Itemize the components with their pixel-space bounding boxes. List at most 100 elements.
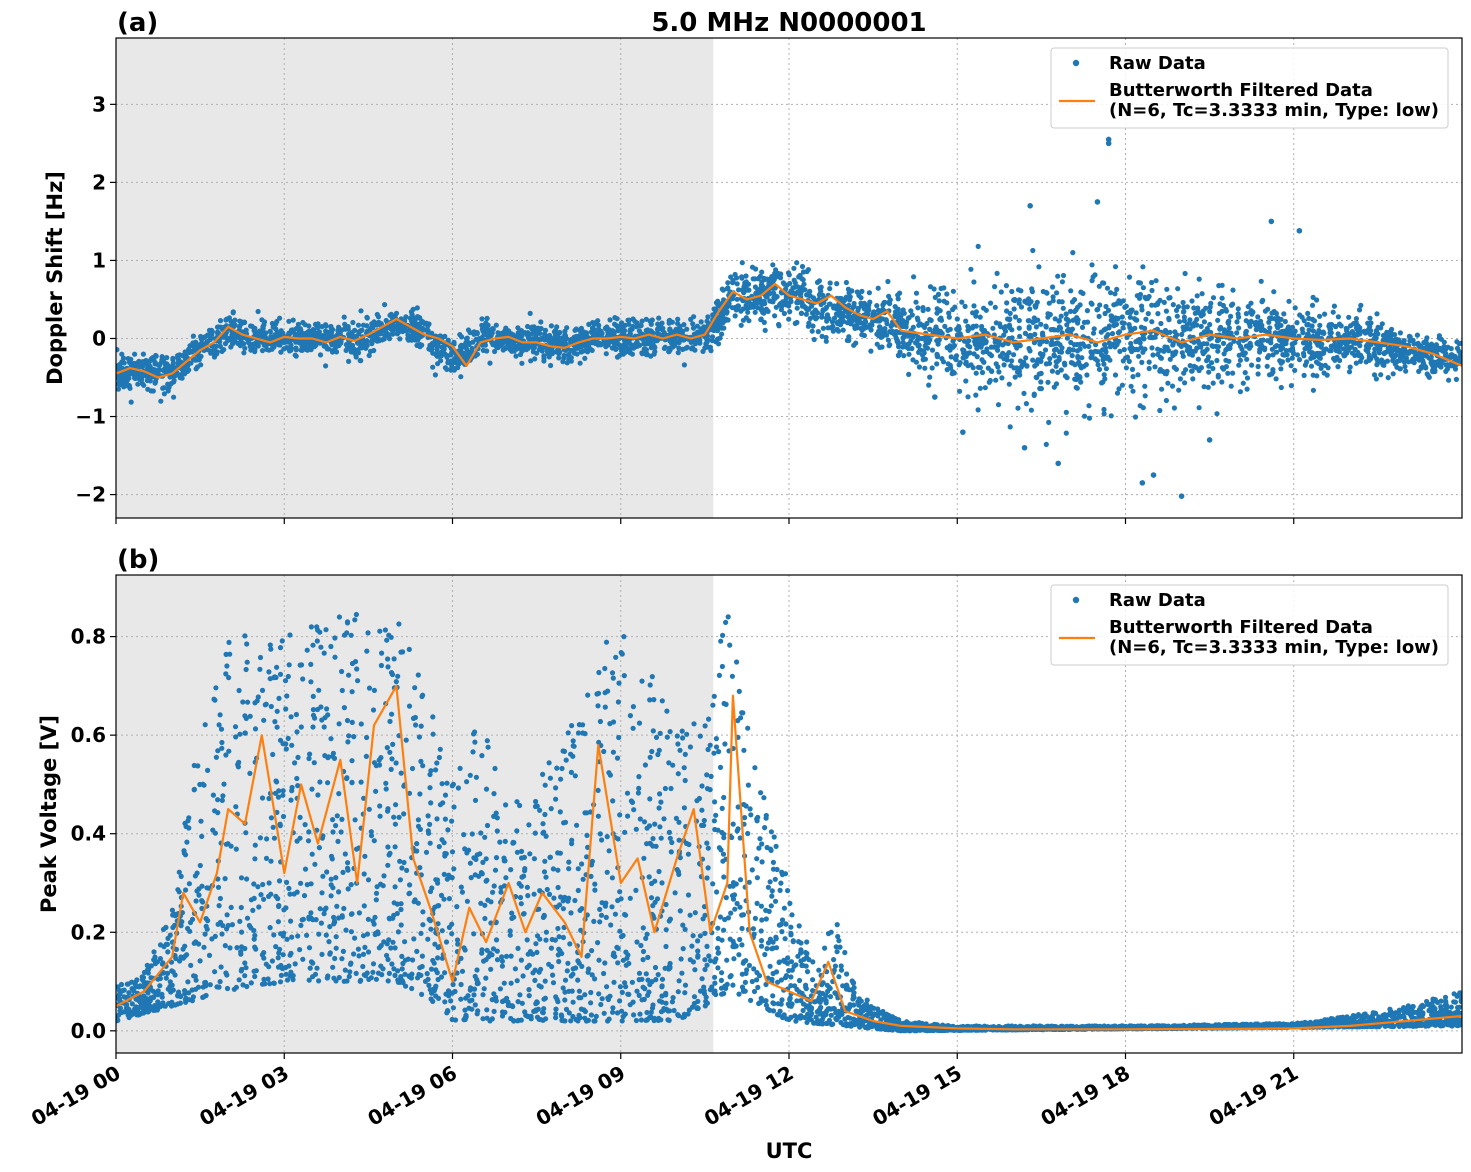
raw-data-point — [574, 333, 580, 339]
raw-data-point — [1189, 298, 1195, 304]
raw-data-point — [1244, 386, 1250, 392]
raw-data-point — [171, 394, 177, 400]
raw-data-point — [827, 280, 833, 286]
raw-data-point — [823, 334, 829, 341]
raw-data-point — [403, 737, 409, 743]
raw-data-point — [306, 945, 313, 951]
raw-data-point — [954, 326, 960, 332]
raw-data-point — [1018, 304, 1025, 310]
raw-data-point — [1384, 358, 1390, 364]
raw-data-point — [1075, 355, 1081, 361]
raw-data-point — [1285, 357, 1291, 363]
raw-data-point — [428, 966, 435, 972]
raw-data-point — [1017, 372, 1023, 378]
raw-data-point — [1203, 305, 1209, 311]
raw-data-point — [1086, 403, 1092, 409]
raw-data-point — [1034, 299, 1040, 305]
raw-data-point — [483, 786, 490, 792]
raw-data-point — [556, 340, 562, 347]
raw-data-point — [1077, 362, 1083, 368]
raw-data-point — [123, 373, 129, 379]
raw-data-point — [831, 315, 838, 321]
raw-data-point — [1347, 364, 1353, 370]
raw-data-point — [549, 351, 555, 357]
raw-data-point — [1260, 337, 1266, 343]
raw-data-point — [1248, 300, 1254, 306]
raw-data-point — [1166, 315, 1172, 321]
raw-data-point — [979, 369, 986, 376]
raw-data-point — [589, 338, 596, 345]
raw-data-point — [1086, 343, 1092, 349]
raw-data-point — [609, 904, 615, 910]
raw-data-point — [1059, 299, 1065, 305]
raw-data-point — [1266, 319, 1272, 325]
raw-data-point — [610, 1009, 616, 1015]
raw-data-point — [1207, 308, 1213, 315]
raw-data-point — [939, 356, 945, 362]
raw-data-point — [855, 308, 861, 314]
raw-data-point — [843, 279, 850, 286]
raw-data-point — [910, 334, 916, 340]
raw-data-point — [614, 316, 620, 322]
raw-data-point — [242, 345, 248, 351]
raw-data-point — [1368, 355, 1374, 362]
raw-data-point — [1452, 353, 1458, 360]
raw-data-point — [946, 310, 952, 316]
raw-data-point — [357, 357, 363, 364]
raw-data-point — [546, 354, 552, 360]
raw-data-point — [295, 321, 301, 327]
raw-data-point — [1225, 370, 1231, 376]
raw-data-point — [1228, 302, 1235, 308]
raw-data-point — [428, 347, 434, 353]
raw-data-point — [981, 305, 987, 311]
raw-data-point — [601, 1010, 607, 1016]
raw-data-point — [1032, 331, 1038, 337]
raw-data-point — [639, 318, 645, 324]
raw-data-point — [708, 348, 714, 354]
raw-data-point — [1015, 405, 1021, 411]
raw-data-point — [1062, 373, 1068, 379]
raw-data-point — [1108, 290, 1114, 296]
raw-data-point — [1107, 357, 1113, 363]
raw-data-point — [323, 363, 329, 369]
raw-data-point — [1155, 311, 1161, 317]
raw-data-point — [350, 319, 356, 326]
raw-data-point — [773, 934, 779, 940]
raw-data-point — [116, 386, 121, 392]
raw-data-point — [1265, 338, 1271, 344]
raw-data-point — [906, 333, 912, 339]
raw-data-point — [226, 748, 232, 754]
raw-data-point — [204, 339, 210, 345]
raw-data-point — [1226, 345, 1232, 352]
raw-data-point — [1170, 342, 1176, 348]
raw-data-point — [886, 299, 892, 305]
raw-data-point — [1033, 324, 1039, 330]
raw-data-point — [1385, 375, 1391, 381]
raw-data-point — [365, 916, 371, 922]
raw-data-point — [1300, 330, 1306, 336]
raw-data-point — [1438, 364, 1444, 370]
raw-data-point — [223, 317, 229, 323]
raw-data-point — [1215, 348, 1221, 354]
raw-data-point — [414, 305, 420, 311]
raw-data-point — [226, 639, 232, 646]
raw-data-point — [364, 343, 370, 349]
raw-data-point — [1091, 326, 1097, 332]
raw-data-point — [393, 760, 399, 766]
raw-data-point — [370, 334, 376, 340]
raw-data-point — [1021, 444, 1028, 451]
raw-data-point — [1309, 323, 1315, 329]
raw-data-point — [1180, 299, 1186, 306]
raw-data-point — [1022, 330, 1028, 336]
raw-data-point — [1179, 331, 1185, 338]
raw-data-point — [297, 326, 303, 332]
raw-data-point — [809, 328, 815, 334]
raw-data-point — [979, 357, 985, 363]
raw-data-point — [363, 753, 369, 760]
raw-data-point — [1116, 338, 1122, 344]
raw-data-point — [799, 276, 805, 282]
raw-data-point — [1407, 334, 1413, 340]
raw-data-point — [910, 324, 916, 330]
raw-data-point — [1003, 283, 1010, 289]
filtered-data-line — [116, 282, 1462, 379]
